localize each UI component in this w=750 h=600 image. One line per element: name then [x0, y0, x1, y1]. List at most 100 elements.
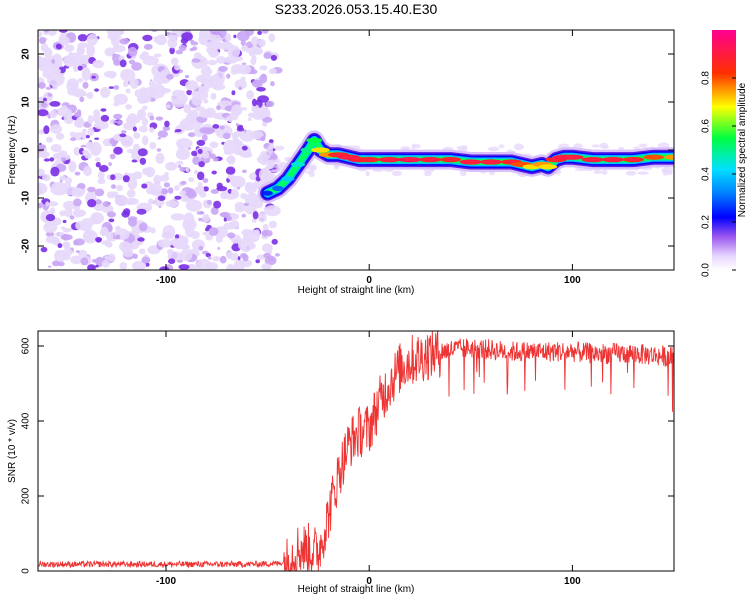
noise-blob	[235, 123, 240, 127]
noise-blob	[49, 110, 58, 119]
noise-blob	[62, 248, 73, 256]
noise-blob	[153, 174, 162, 185]
noise-blob	[259, 151, 269, 166]
noise-blob	[158, 40, 166, 45]
noise-blob	[143, 43, 153, 50]
noise-blob	[179, 249, 193, 261]
noise-blob	[75, 116, 85, 128]
x-tick-label: 100	[564, 576, 581, 587]
noise-blob	[127, 46, 138, 57]
noise-blob	[40, 151, 50, 159]
noise-blob	[243, 202, 250, 206]
noise-blob	[247, 150, 252, 157]
noise-blob	[58, 35, 70, 46]
noise-blob	[183, 104, 192, 114]
noise-blob	[256, 87, 266, 92]
noise-blob	[159, 266, 170, 270]
noise-blob	[70, 255, 83, 265]
noise-blob	[132, 260, 147, 270]
noise-blob	[236, 127, 245, 132]
noise-blob	[271, 238, 278, 245]
noise-blob	[211, 34, 222, 43]
noise-blob	[191, 58, 201, 63]
noise-blob	[100, 226, 109, 237]
noise-blob	[210, 189, 219, 194]
noise-blob	[207, 59, 218, 66]
noise-blob	[174, 64, 181, 71]
noise-blob	[104, 47, 116, 57]
noise-blob	[274, 253, 280, 257]
noise-blob	[57, 243, 63, 249]
noise-blob	[247, 117, 252, 121]
noise-blob	[263, 52, 272, 59]
noise-blob	[196, 211, 205, 215]
noise-blob	[55, 132, 65, 140]
noise-blob	[153, 72, 167, 85]
noise-blob	[223, 217, 228, 222]
noise-blob	[47, 93, 53, 97]
noise-blob	[201, 83, 205, 87]
noise-blob	[226, 155, 236, 165]
noise-blob	[45, 214, 56, 222]
noise-blob	[43, 222, 58, 233]
noise-blob	[200, 67, 213, 76]
noise-blob	[112, 172, 124, 181]
noise-blob	[245, 181, 251, 190]
noise-blob	[216, 105, 221, 111]
haze-blob	[591, 144, 600, 148]
noise-blob	[51, 260, 60, 267]
noise-blob	[97, 170, 105, 180]
noise-blob	[122, 175, 130, 183]
haze-blob	[593, 170, 603, 174]
noise-blob	[178, 264, 190, 270]
y-tick-label: 20	[21, 48, 32, 60]
haze-blob	[266, 159, 274, 164]
noise-blob	[155, 116, 164, 121]
noise-blob	[45, 86, 52, 90]
noise-blob	[261, 30, 269, 34]
noise-blob	[196, 139, 206, 146]
noise-blob	[103, 70, 117, 78]
y-tick-label: 0	[21, 147, 32, 153]
noise-blob	[259, 65, 268, 71]
spectrogram-x-label: Height of straight line (km)	[298, 285, 415, 296]
noise-blob	[165, 161, 178, 171]
noise-blob	[73, 198, 82, 207]
noise-blob	[198, 217, 202, 222]
spectrogram-noise	[38, 30, 674, 270]
noise-blob	[267, 257, 275, 262]
noise-blob	[112, 53, 116, 58]
noise-blob	[230, 175, 246, 189]
noise-blob	[236, 30, 250, 42]
noise-blob	[136, 208, 147, 215]
noise-blob	[47, 72, 65, 87]
noise-blob	[259, 73, 268, 84]
noise-blob	[149, 141, 157, 150]
snr-line-group	[38, 331, 674, 571]
colorbar-tick-label: 0.4	[701, 167, 712, 181]
noise-blob	[83, 229, 96, 242]
noise-blob	[212, 157, 219, 162]
noise-blob	[75, 250, 80, 254]
noise-blob	[231, 188, 238, 196]
noise-blob	[241, 169, 247, 174]
noise-blob	[252, 211, 259, 220]
noise-blob	[209, 48, 219, 58]
noise-blob	[169, 46, 175, 55]
noise-blob	[139, 157, 147, 165]
noise-blob	[69, 215, 75, 220]
haze-blob	[487, 146, 500, 152]
noise-blob	[92, 112, 101, 124]
noise-blob	[50, 124, 62, 134]
noise-blob	[104, 240, 112, 248]
spectrogram-ridge	[257, 130, 674, 204]
noise-blob	[229, 220, 240, 230]
noise-blob	[42, 174, 51, 182]
noise-blob	[145, 181, 153, 185]
noise-blob	[261, 263, 272, 270]
noise-blob	[87, 115, 94, 124]
noise-blob	[38, 182, 48, 195]
noise-blob	[73, 239, 78, 246]
snr-frame	[37, 330, 675, 572]
noise-blob	[59, 179, 63, 183]
